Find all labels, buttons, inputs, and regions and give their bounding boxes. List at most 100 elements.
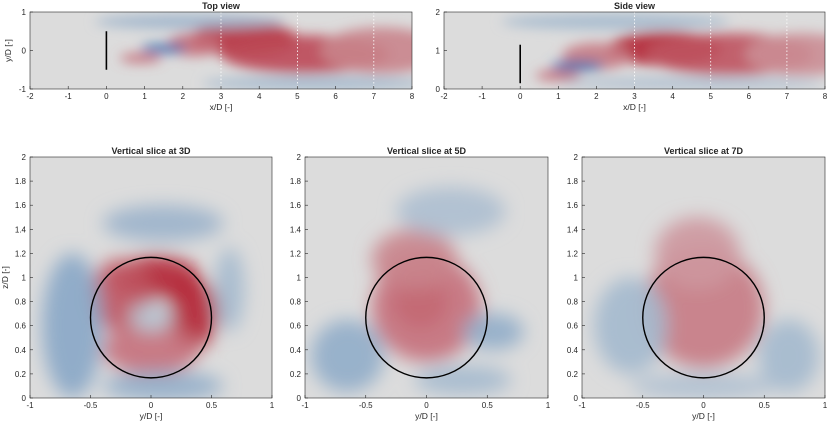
y-tick-label: 1.4: [15, 225, 27, 234]
x-tick-label: 8: [823, 92, 828, 101]
panel-3: -1 -0.5 0 0.5 1 0 0.2 0.4 0.6 0.8 1 1.2 1.4 1.6 1.8 2 Ve…: [0, 146, 275, 421]
x-tick-label: 1: [270, 401, 275, 410]
x-tick-label: 1: [546, 401, 551, 410]
x-tick-label: 7: [785, 92, 790, 101]
x-tick-label: -1: [479, 92, 487, 101]
y-tick-label: 1: [436, 47, 441, 56]
x-tick-label: -0.5: [84, 401, 98, 410]
field-blob-7: [102, 205, 224, 242]
y-tick-label: 1.4: [567, 225, 579, 234]
x-tick-label: -2: [440, 92, 448, 101]
y-tick-label: 1.6: [15, 201, 27, 210]
rotor-circle: [365, 256, 488, 379]
field-blob-5: [129, 302, 173, 332]
y-tick-label: 1.2: [567, 249, 579, 258]
x-tick-label: 8: [410, 92, 415, 101]
x-tick-label: 0.5: [759, 401, 771, 410]
field-blob-9: [215, 247, 245, 332]
x-tick-label: 2: [594, 92, 599, 101]
x-tick-label: 0.5: [482, 401, 494, 410]
y-tick-label: 1: [22, 8, 27, 17]
x-tick-label: 3: [632, 92, 637, 101]
x-axis-label: y/D [-]: [692, 411, 715, 421]
x-tick-label: 1: [823, 401, 828, 410]
y-tick-label: 0.2: [567, 370, 579, 379]
y-tick-label: 0: [574, 394, 579, 403]
x-tick-label: 1: [142, 92, 147, 101]
field-blob-4: [745, 33, 825, 76]
y-tick-label: -1: [19, 85, 27, 94]
panel-5: -1 -0.5 0 0.5 1 0 0.2 0.4 0.6 0.8 1 1.2 1.4 1.6 1.8 2 Ve…: [567, 146, 828, 421]
y-tick-label: 0: [297, 394, 302, 403]
field-blob-6: [42, 253, 103, 398]
y-tick-label: 0.6: [15, 322, 27, 331]
y-tick-label: 2: [297, 153, 302, 162]
y-tick-label: 1.8: [15, 177, 27, 186]
x-tick-label: 0: [104, 92, 109, 101]
field-blob-4: [758, 319, 819, 392]
y-tick-label: 2: [22, 153, 27, 162]
x-tick-label: 4: [257, 92, 262, 101]
x-tick-label: 1: [556, 92, 561, 101]
x-tick-label: -0.5: [359, 401, 373, 410]
y-tick-label: 2: [436, 8, 441, 17]
field-blob-8: [201, 76, 412, 89]
y-tick-label: 0.8: [290, 298, 302, 307]
x-tick-label: 6: [333, 92, 338, 101]
x-tick-label: 4: [670, 92, 675, 101]
x-axis-label: x/D [-]: [623, 102, 646, 112]
panel-2: -2 -1 0 1 2 3 4 5 6 7 8 0 1 2 Side view x/D [-]: [436, 1, 828, 112]
field-layer: [594, 217, 819, 398]
x-tick-label: -2: [26, 92, 34, 101]
y-tick-label: 0.4: [567, 346, 579, 355]
field-blob-4: [102, 325, 200, 374]
field-blob-5: [630, 373, 777, 398]
y-tick-label: 0: [22, 47, 27, 56]
field-layer: [501, 13, 825, 89]
field-blob-6: [535, 70, 582, 81]
field-blob-4: [320, 27, 412, 74]
field-blob-8: [102, 371, 224, 398]
y-tick-label: 2: [574, 153, 579, 162]
x-tick-label: 0: [424, 401, 429, 410]
y-tick-label: 1.8: [290, 177, 302, 186]
x-tick-label: -1: [301, 401, 309, 410]
x-tick-label: 5: [708, 92, 713, 101]
field-blob-6: [119, 53, 162, 63]
y-tick-label: 1: [297, 274, 302, 283]
x-tick-label: 3: [219, 92, 224, 101]
field-blob-4: [462, 313, 524, 350]
panel-title: Side view: [614, 1, 656, 11]
x-axis-label: y/D [-]: [415, 411, 438, 421]
panel-title: Vertical slice at 7D: [664, 146, 744, 156]
field-blob-5: [140, 43, 187, 54]
y-tick-label: 0.4: [290, 346, 302, 355]
x-axis-label: x/D [-]: [210, 102, 233, 112]
rotor-circle: [89, 256, 213, 379]
field-layer: [311, 187, 524, 395]
field-blob-3: [594, 277, 668, 374]
field-blob-3: [371, 229, 457, 290]
x-tick-label: 2: [181, 92, 186, 101]
y-tick-label: 1.6: [290, 201, 302, 210]
field-blob-8: [558, 77, 825, 89]
y-tick-label: 1.8: [567, 177, 579, 186]
x-tick-label: -1: [26, 401, 34, 410]
field-blob-7: [396, 187, 506, 236]
x-tick-label: 0: [701, 401, 706, 410]
field-blob-7: [94, 14, 286, 29]
y-axis-label: z/D [-]: [0, 266, 10, 289]
y-tick-label: 0: [436, 85, 441, 94]
x-tick-label: -1: [578, 401, 586, 410]
panel-title: Vertical slice at 3D: [111, 146, 191, 156]
field-blob-7: [501, 13, 730, 30]
field-blob-2: [654, 217, 740, 290]
field-blob-5: [311, 319, 384, 392]
field-layer: [94, 14, 412, 89]
x-tick-label: -0.5: [636, 401, 650, 410]
y-tick-label: 0.2: [15, 370, 27, 379]
y-tick-label: 1.6: [567, 201, 579, 210]
y-tick-label: 1.4: [290, 225, 302, 234]
y-tick-label: 0.8: [567, 298, 579, 307]
